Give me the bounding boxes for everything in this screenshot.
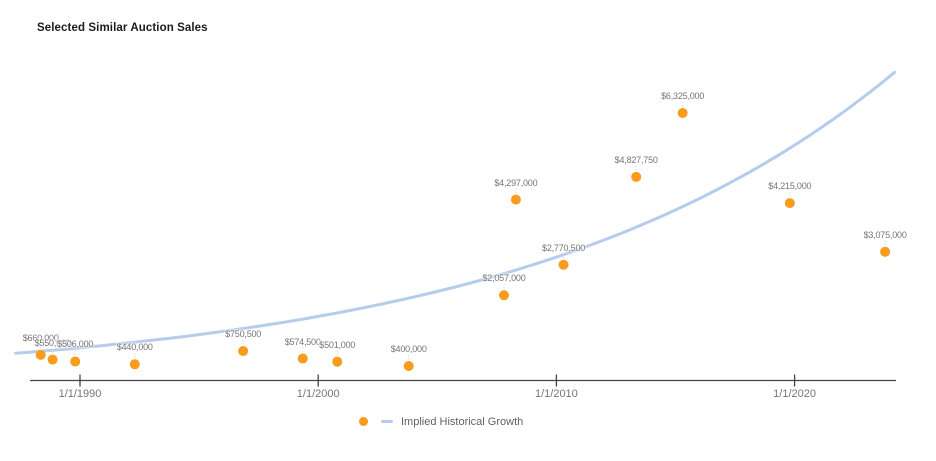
point-value-label: $660,000 [22,332,59,343]
data-point[interactable] [631,171,642,182]
implied-growth-curve [14,70,897,355]
point-value-label: $750,500 [225,329,262,340]
x-tick-label: 1/1/1990 [58,388,102,400]
data-point[interactable] [35,349,46,360]
data-point[interactable] [297,353,308,364]
point-value-label: $501,000 [319,339,356,350]
data-point[interactable] [677,107,688,118]
point-value-label: $550,000 [34,337,71,348]
point-value-label: $400,000 [390,344,427,354]
data-point[interactable] [47,354,58,365]
x-tick-label: 1/1/2010 [534,388,578,400]
x-tick-label: 1/1/2000 [296,388,340,400]
point-value-label: $3,075,000 [863,229,907,240]
x-tick-label: 1/1/2020 [773,388,817,400]
legend: Implied Historical Growth [359,414,523,429]
data-point[interactable] [129,359,140,370]
data-point[interactable] [510,194,521,205]
auction-sale-point-swatch [359,417,368,426]
data-point[interactable] [238,346,249,357]
chart-title: Selected Similar Auction Sales [37,22,208,34]
point-value-label: $506,000 [57,339,94,350]
data-point[interactable] [403,361,414,371]
data-point[interactable] [558,259,569,270]
point-value-label: $2,770,500 [542,242,586,253]
data-point[interactable] [70,356,81,367]
data-point[interactable] [498,290,509,301]
data-point[interactable] [332,356,343,367]
point-value-label: $6,325,000 [661,90,705,101]
point-value-label: $2,057,000 [482,273,526,284]
data-point[interactable] [784,198,795,209]
point-value-label: $4,215,000 [768,181,812,192]
trend-line-legend-label: Implied Historical Growth [401,415,524,428]
point-value-label: $4,297,000 [494,177,538,188]
point-value-label: $4,827,750 [614,154,658,165]
point-value-label: $440,000 [116,342,153,353]
point-value-label: $574,500 [284,336,321,347]
data-point[interactable] [880,246,891,257]
trend-line-swatch [381,419,393,424]
